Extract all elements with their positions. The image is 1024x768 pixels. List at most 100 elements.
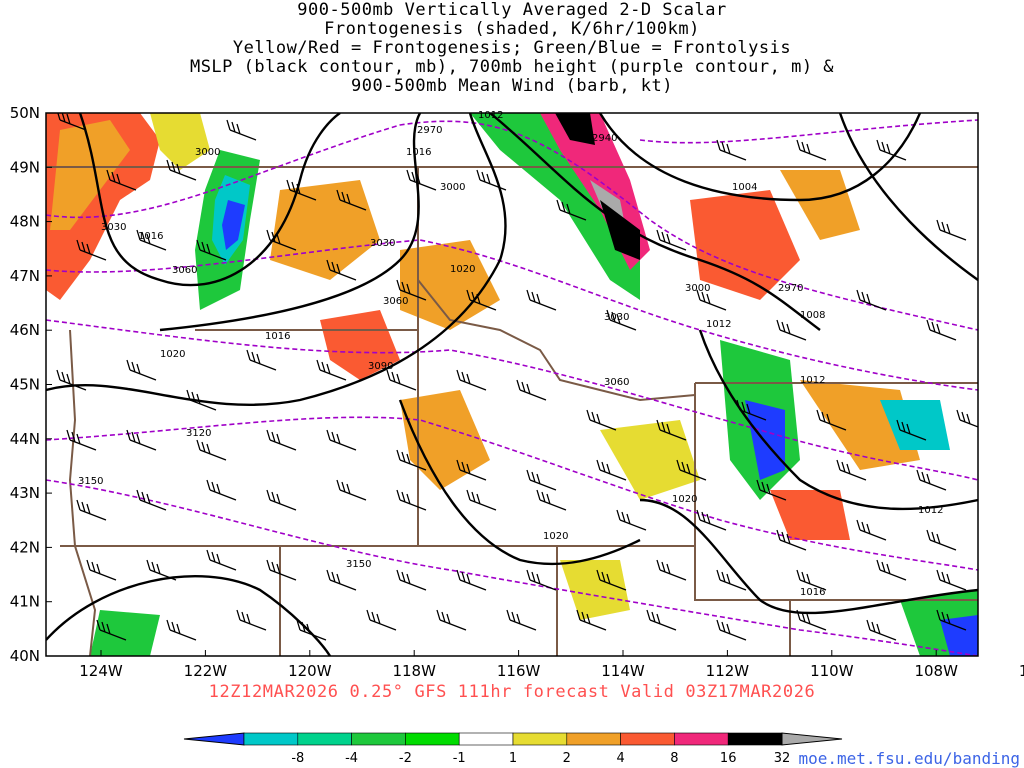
colorbar-swatch bbox=[297, 732, 352, 746]
height-contours bbox=[46, 119, 978, 656]
height-contour-5 bbox=[46, 479, 978, 656]
shade-flys-band bbox=[470, 113, 640, 300]
wind-barb bbox=[526, 469, 557, 491]
wind-barb bbox=[586, 409, 617, 431]
wind-barb bbox=[326, 569, 357, 591]
latitude-label: 46N bbox=[10, 321, 40, 339]
wind-barb bbox=[936, 569, 967, 591]
wind-barb bbox=[856, 519, 887, 541]
wind-barb bbox=[286, 179, 317, 201]
mslp-contour-8 bbox=[398, 399, 641, 566]
latitude-label: 43N bbox=[10, 484, 40, 502]
colorbar-tick-label: 32 bbox=[774, 751, 791, 766]
shade-flys-se-blue bbox=[940, 615, 978, 656]
height-label: 2970 bbox=[778, 283, 803, 294]
height-contour-1 bbox=[46, 120, 978, 331]
wind-barb bbox=[696, 289, 727, 311]
colorbar-swatch bbox=[351, 732, 406, 746]
mslp-contour-2 bbox=[159, 113, 422, 332]
wind-barb bbox=[646, 609, 677, 631]
wind-barb bbox=[136, 489, 167, 511]
wind-barb bbox=[57, 113, 87, 131]
latitude-axis: 50N 49N 48N 47N 46N 45N 44N 43N 42N 41N 40N bbox=[10, 104, 52, 665]
mslp-contour-10 bbox=[838, 113, 978, 281]
mslp-label: 1004 bbox=[732, 182, 757, 193]
wind-barb bbox=[226, 119, 257, 141]
longitude-label: 116W bbox=[497, 662, 541, 680]
wind-barb bbox=[926, 529, 957, 551]
longitude-axis: 124W 122W 120W 118W 116W 114W 112W 110W 108W 106W bbox=[79, 650, 1024, 680]
wind-barb bbox=[926, 319, 957, 341]
wind-barb bbox=[106, 169, 137, 191]
shade-fgen-yellow bbox=[150, 113, 210, 170]
forecast-subtitle: 12Z12MAR2026 0.25° GFS 111hr forecast Va… bbox=[209, 682, 816, 702]
wind-barb bbox=[596, 569, 627, 591]
wind-barb bbox=[936, 219, 967, 241]
wind-barb bbox=[266, 559, 297, 581]
wind-barb bbox=[406, 169, 437, 191]
shade-flys-blue bbox=[222, 200, 245, 250]
colorbar-tick-label: 16 bbox=[720, 751, 737, 766]
shade-fgen-east-2 bbox=[780, 170, 860, 240]
mslp-contour-5 bbox=[598, 113, 922, 202]
colorbar-tick-label: -4 bbox=[345, 751, 358, 766]
wind-barb bbox=[76, 239, 107, 261]
colorbar-tick-label: -1 bbox=[453, 751, 466, 766]
wind-barb bbox=[476, 169, 507, 191]
mslp-label: 1016 bbox=[138, 231, 163, 242]
shade-fgen-central-2 bbox=[400, 240, 500, 330]
wind-barb bbox=[796, 139, 827, 161]
wind-barb bbox=[816, 409, 847, 431]
wind-barb bbox=[396, 569, 427, 591]
mslp-contour-3 bbox=[46, 113, 507, 407]
colorbar-tick-label: 1 bbox=[509, 751, 517, 766]
height-contour-6 bbox=[639, 119, 978, 144]
shade-fgen-black-2 bbox=[600, 200, 640, 260]
wind-barb bbox=[336, 189, 367, 211]
shade-fgen-east-4 bbox=[770, 490, 850, 540]
height-label: 3000 bbox=[195, 147, 220, 158]
colorbar-tick-label: -8 bbox=[291, 751, 304, 766]
wind-barb bbox=[526, 569, 557, 591]
longitude-label: 112W bbox=[706, 662, 750, 680]
longitude-label: 108W bbox=[914, 662, 958, 680]
wind-barb bbox=[716, 619, 747, 641]
mslp-label: 1012 bbox=[800, 375, 825, 386]
wind-barb bbox=[776, 529, 807, 551]
credit-link[interactable]: moe.met.fsu.edu/banding bbox=[798, 749, 1020, 768]
wind-barb bbox=[606, 309, 637, 331]
wind-barb bbox=[66, 429, 97, 451]
wind-barb bbox=[456, 369, 487, 391]
border-wyoming bbox=[694, 383, 978, 601]
wind-barb bbox=[776, 319, 807, 341]
shade-fgen-orange bbox=[50, 120, 130, 230]
wind-barb bbox=[506, 609, 537, 631]
height-contour-4 bbox=[46, 416, 978, 571]
wind-barb bbox=[396, 489, 427, 511]
mslp-label: 1016 bbox=[406, 147, 431, 158]
wind-barb bbox=[696, 509, 727, 531]
height-label: 3150 bbox=[346, 559, 371, 570]
colorbar-arrow-right bbox=[781, 732, 843, 746]
height-label: 3060 bbox=[172, 265, 197, 276]
mslp-label: 1012 bbox=[706, 319, 731, 330]
wind-barb bbox=[576, 609, 607, 631]
shade-flys-sw bbox=[90, 610, 160, 656]
colorbar-tick-label: -2 bbox=[399, 751, 412, 766]
mslp-label: 1016 bbox=[265, 331, 290, 342]
colorbar-swatch bbox=[566, 732, 621, 746]
border-id-mt bbox=[417, 279, 696, 402]
wind-barb bbox=[326, 259, 357, 281]
height-label: 3060 bbox=[604, 377, 629, 388]
coastline bbox=[68, 329, 97, 656]
latitude-label: 42N bbox=[10, 538, 40, 556]
wind-barb bbox=[86, 559, 117, 581]
colorbar-swatch bbox=[458, 732, 514, 746]
wind-barb bbox=[656, 559, 687, 581]
wind-barb bbox=[916, 469, 947, 491]
title-line-4: MSLP (black contour, mb), 700mb height (… bbox=[189, 57, 835, 77]
height-label: 3000 bbox=[685, 283, 710, 294]
height-label: 3030 bbox=[101, 222, 126, 233]
mslp-contours bbox=[46, 113, 978, 656]
latitude-label: 50N bbox=[10, 104, 40, 122]
